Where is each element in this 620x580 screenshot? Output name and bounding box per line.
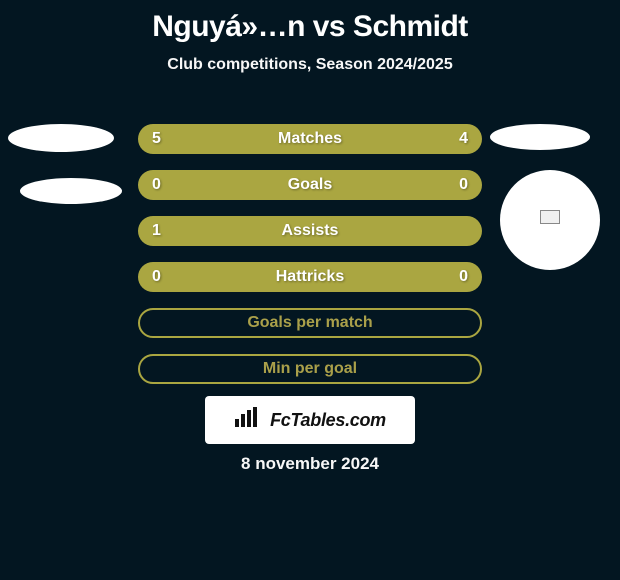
right-avatar-ellipse [490, 124, 590, 150]
stat-bar-label: Goals [288, 176, 332, 194]
stat-bar-goals-per-match: Goals per match [138, 308, 482, 338]
stat-bar-goals: Goals 0 0 [138, 170, 482, 200]
brand-text: FcTables.com [270, 410, 386, 431]
stat-bar-left-value: 5 [152, 130, 161, 148]
brand-bars-icon [234, 407, 260, 434]
stat-bar-left-value: 0 [152, 176, 161, 194]
stat-bar-label: Hattricks [276, 268, 344, 286]
brand-box: FcTables.com [205, 396, 415, 444]
right-flag-icon [540, 210, 560, 224]
stat-bar-right-value: 0 [459, 268, 468, 286]
left-avatar-ellipse-2 [20, 178, 122, 204]
date-text: 8 november 2024 [0, 454, 620, 474]
stat-bar-label: Min per goal [263, 360, 357, 378]
stat-bar-min-per-goal: Min per goal [138, 354, 482, 384]
left-avatar-ellipse-1 [8, 124, 114, 152]
stat-bars: Matches54Goals00Assists1Hattricks00Goals… [138, 124, 482, 400]
stat-bar-right-value: 4 [459, 130, 468, 148]
stat-bar-right-value: 0 [459, 176, 468, 194]
stat-bar-label: Matches [278, 130, 342, 148]
page-title: Nguyá»…n vs Schmidt [0, 0, 620, 44]
subtitle: Club competitions, Season 2024/2025 [0, 56, 620, 74]
stat-bar-left-value: 0 [152, 268, 161, 286]
stat-bar-left-value: 1 [152, 222, 161, 240]
stat-bar-matches: Matches 5 4 [138, 124, 482, 154]
stat-bar-assists: Assists 1 [138, 216, 482, 246]
stat-bar-label: Goals per match [247, 314, 372, 332]
stat-bar-label: Assists [282, 222, 339, 240]
stat-bar-hattricks: Hattricks 0 0 [138, 262, 482, 292]
